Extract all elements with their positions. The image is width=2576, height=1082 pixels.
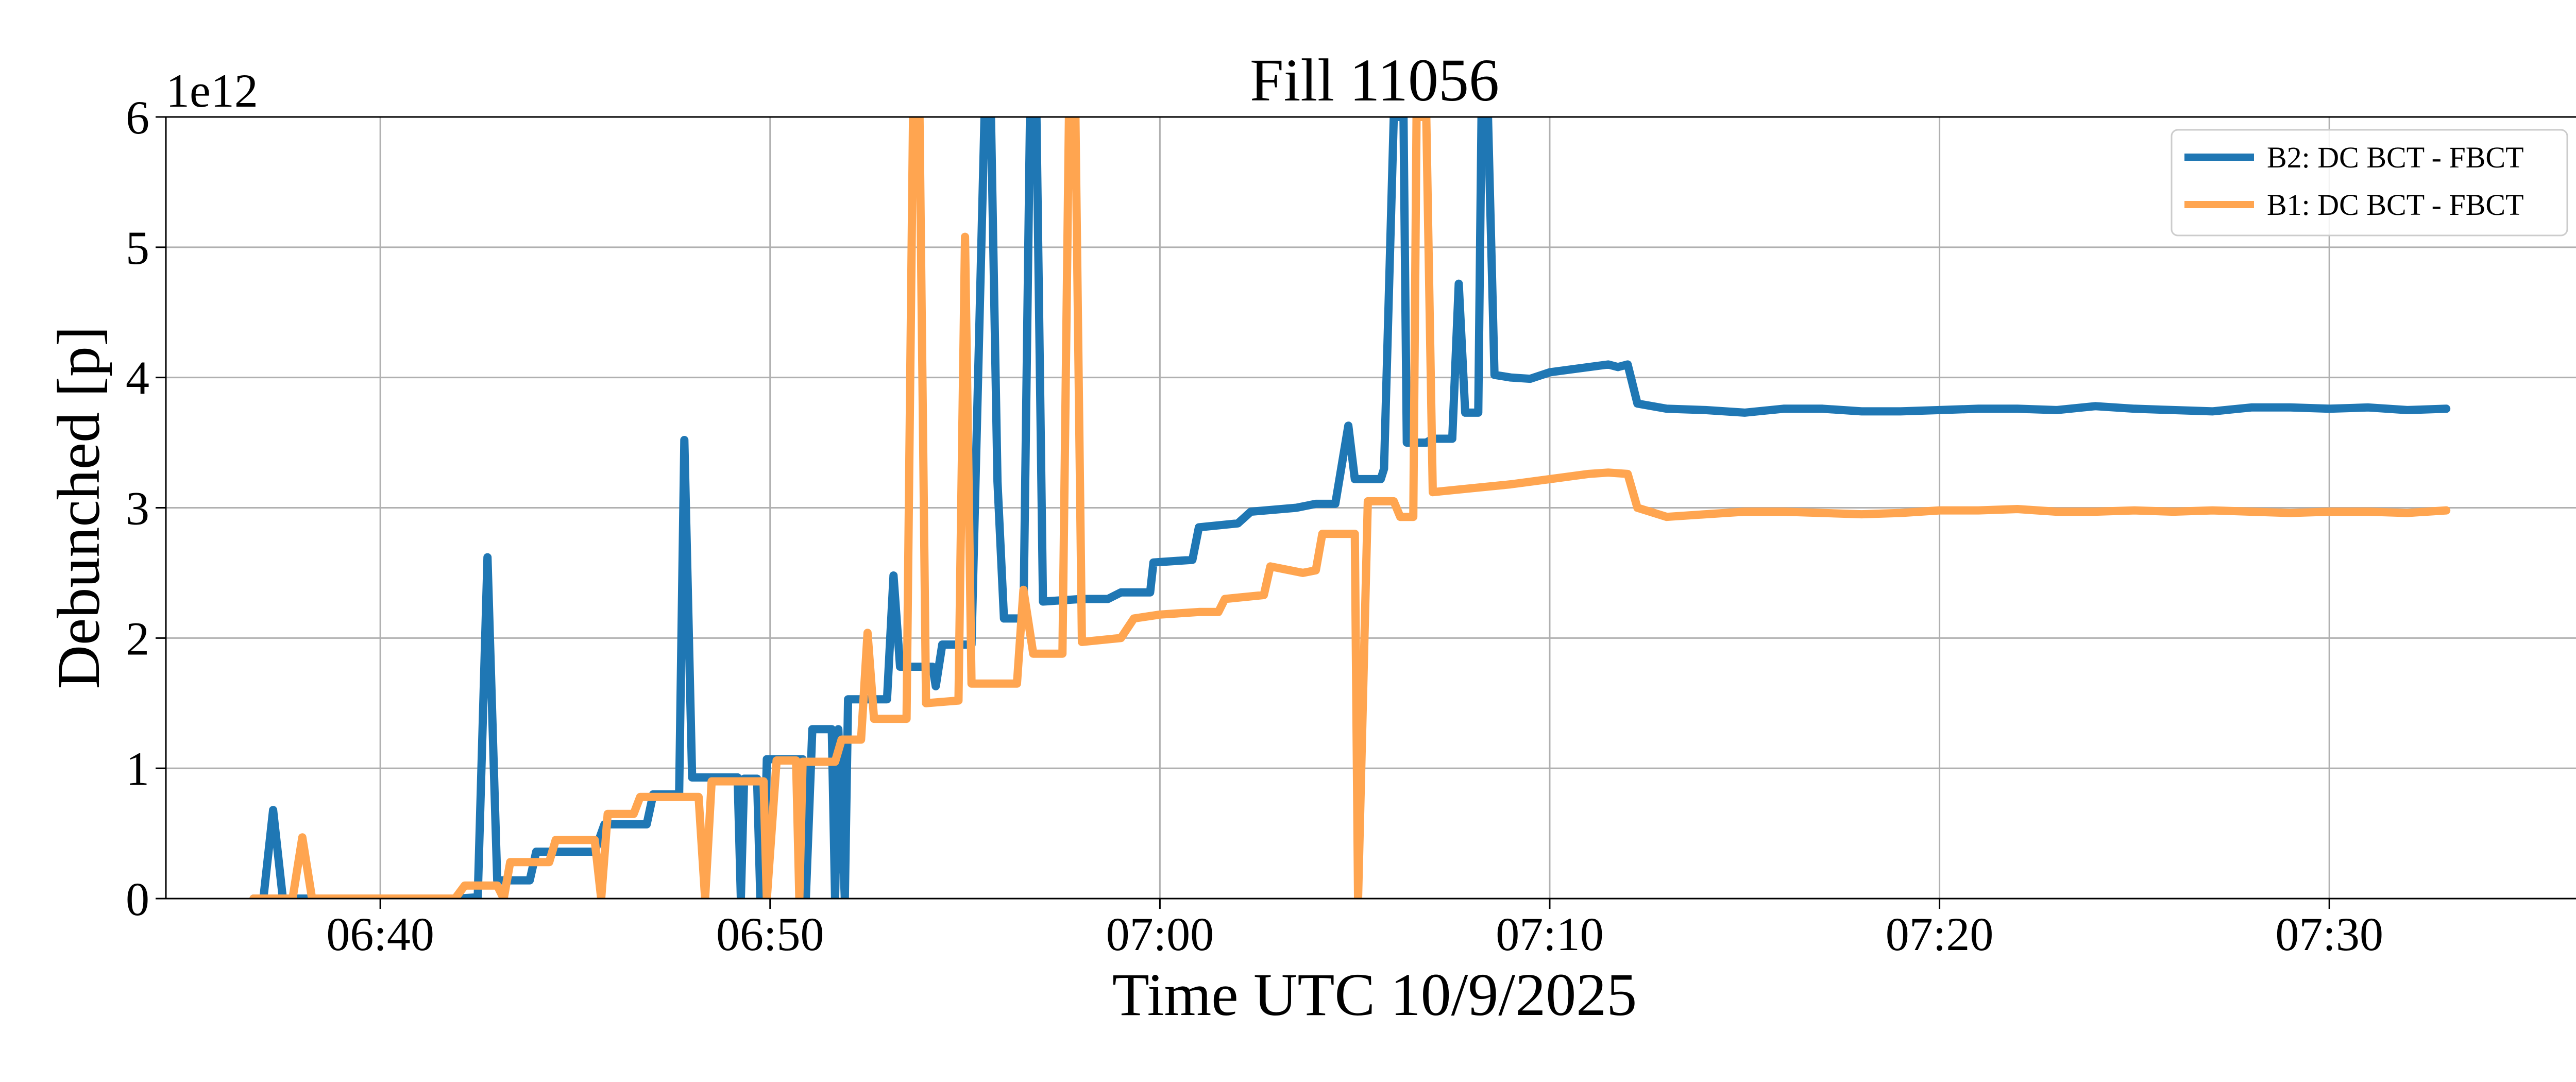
chart-title: Fill 11056 bbox=[1250, 46, 1499, 114]
x-tick-label: 07:20 bbox=[1886, 908, 1994, 960]
axis-ticks: 06:40 06:50 07:00 07:10 07:20 07:30 0 1 2 3 4 5 6 bbox=[126, 91, 2383, 960]
legend-label-b1: B1: DC BCT - FBCT bbox=[2267, 188, 2524, 222]
series-line-b1 bbox=[249, 117, 2451, 899]
y-axis-label: Debunched [p] bbox=[45, 326, 112, 689]
y-tick-label: 5 bbox=[126, 222, 149, 274]
y-axis-offset-label: 1e12 bbox=[166, 64, 258, 117]
x-tick-label: 07:10 bbox=[1496, 908, 1604, 960]
x-tick-label: 06:40 bbox=[326, 908, 434, 960]
series-line-b2 bbox=[249, 117, 2451, 899]
legend-label-b2: B2: DC BCT - FBCT bbox=[2267, 141, 2524, 174]
x-axis-label: Time UTC 10/9/2025 bbox=[1112, 961, 1637, 1028]
legend-box bbox=[2171, 129, 2568, 236]
y-tick-label: 3 bbox=[126, 482, 149, 535]
x-tick-label: 06:50 bbox=[716, 908, 824, 960]
y-tick-label: 1 bbox=[126, 742, 149, 795]
y-tick-label: 6 bbox=[126, 91, 149, 144]
y-tick-label: 4 bbox=[126, 352, 149, 404]
y-tick-label: 0 bbox=[126, 873, 149, 925]
series-lines bbox=[249, 117, 2451, 899]
x-tick-label: 07:00 bbox=[1106, 908, 1214, 960]
x-tick-label: 07:30 bbox=[2275, 908, 2383, 960]
legend: B2: DC BCT - FBCT B1: DC BCT - FBCT bbox=[2171, 129, 2568, 236]
y-tick-label: 2 bbox=[126, 612, 149, 665]
